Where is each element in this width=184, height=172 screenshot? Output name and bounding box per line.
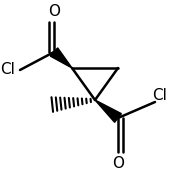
Polygon shape xyxy=(95,100,121,122)
Text: O: O xyxy=(48,4,60,19)
Text: O: O xyxy=(112,157,124,171)
Text: Cl: Cl xyxy=(153,89,167,104)
Text: Cl: Cl xyxy=(1,62,15,78)
Polygon shape xyxy=(50,48,72,68)
